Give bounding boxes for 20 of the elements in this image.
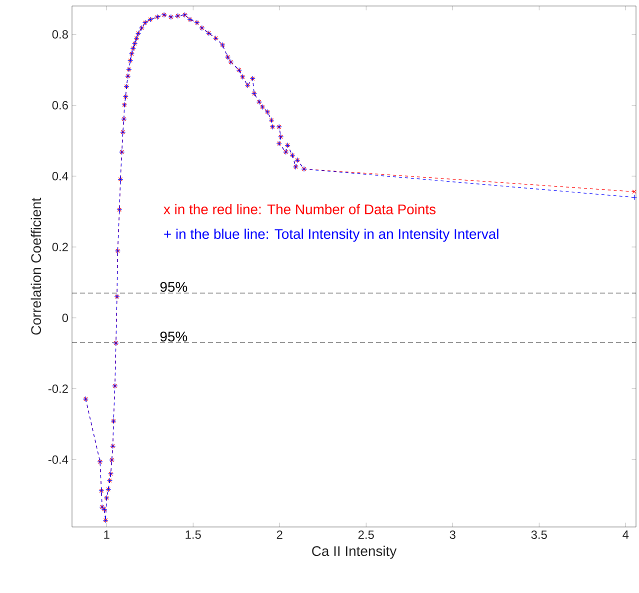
y-tick-label: 0.4 [52,172,68,180]
text: + in the blue line: Total Intensity in an Intensity Interval [164,228,498,242]
x-tick-label: 2.5 [358,530,374,539]
x-tick-label: 1 [104,530,110,539]
x-tick-label: 3.5 [531,530,547,539]
x-tick-label: 2 [276,530,282,539]
series-label: x in the red line: The Number of Data Points [164,204,436,214]
y-tick-label: 0.6 [52,101,68,110]
y-tick-label: -0.2 [48,384,68,393]
y-tick-label: 0.8 [52,30,68,39]
x-tick-label: 1.5 [186,530,201,539]
annotation: 95% [160,282,188,292]
y-tick-label: -0.4 [48,455,68,464]
annotation: 95% [160,332,188,342]
y-axis-title: Correlation Coefficient [30,198,42,335]
y-tick-label: 0.2 [52,242,68,252]
y-tick-label: 0 [62,314,68,322]
x-axis-title: Ca II Intensity [312,546,397,559]
x-tick-label: 4 [622,530,629,539]
x-tick-label: 3 [450,530,456,539]
